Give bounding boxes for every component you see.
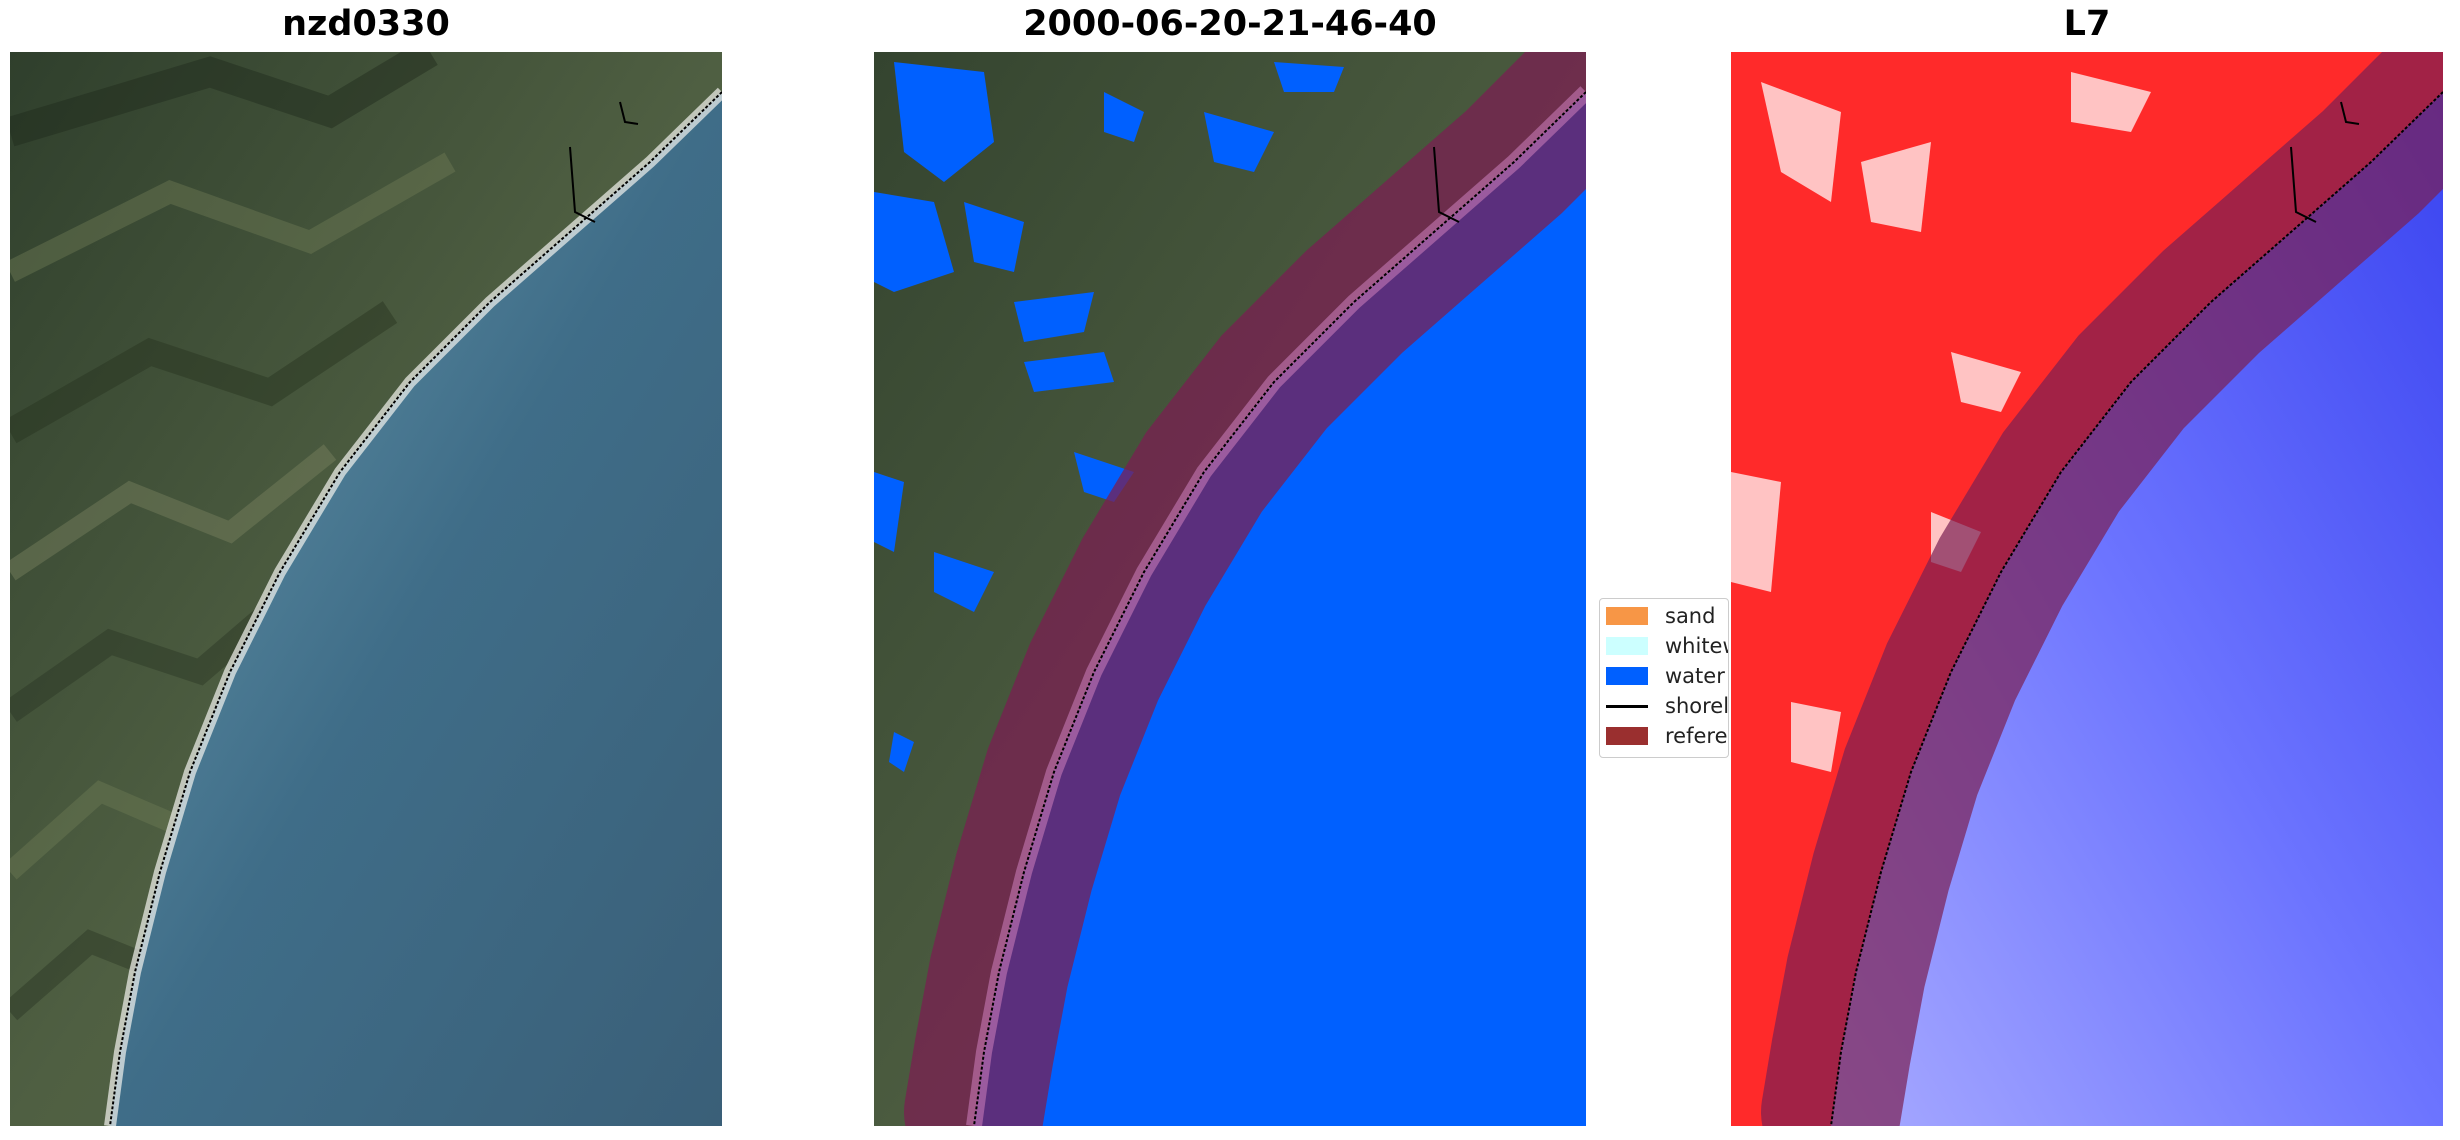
panel-title-rgb: nzd0330 xyxy=(282,4,450,44)
index-panel xyxy=(1731,52,2443,1126)
shoreline-line-swatch xyxy=(1606,704,1648,708)
water-region xyxy=(974,92,1586,1126)
shoreline-line xyxy=(973,91,1586,1126)
legend-label: shorel xyxy=(1665,694,1729,718)
legend-item-water: water xyxy=(1606,663,1725,689)
panel-title-classification: 2000-06-20-21-46-40 xyxy=(1023,4,1437,44)
legend-label: water xyxy=(1665,664,1725,688)
legend-item-sand: sand xyxy=(1606,603,1715,629)
classification-image xyxy=(874,52,1586,1126)
sand-swatch xyxy=(1606,607,1648,625)
legend-label: referen xyxy=(1665,724,1728,748)
rgb-image-panel xyxy=(10,52,722,1126)
shoreline-line xyxy=(1830,91,2443,1126)
rgb-image xyxy=(10,52,722,1126)
legend-item-shoreline: shorel xyxy=(1606,693,1729,719)
legend-label: sand xyxy=(1665,604,1716,628)
ridge-texture xyxy=(10,52,456,1021)
whitewater-swatch xyxy=(1606,637,1648,655)
water-index-region xyxy=(1831,92,2443,1126)
index-image xyxy=(1731,52,2443,1126)
panel-title-index: L7 xyxy=(2063,4,2111,44)
reference-swatch xyxy=(1606,727,1648,745)
legend-item-reference: referen xyxy=(1606,723,1728,749)
water-mask-patches xyxy=(874,62,1344,772)
water-swatch xyxy=(1606,667,1648,685)
bright-ridges xyxy=(1731,72,2151,772)
classification-panel xyxy=(874,52,1586,1126)
shoreline-line xyxy=(109,91,722,1126)
